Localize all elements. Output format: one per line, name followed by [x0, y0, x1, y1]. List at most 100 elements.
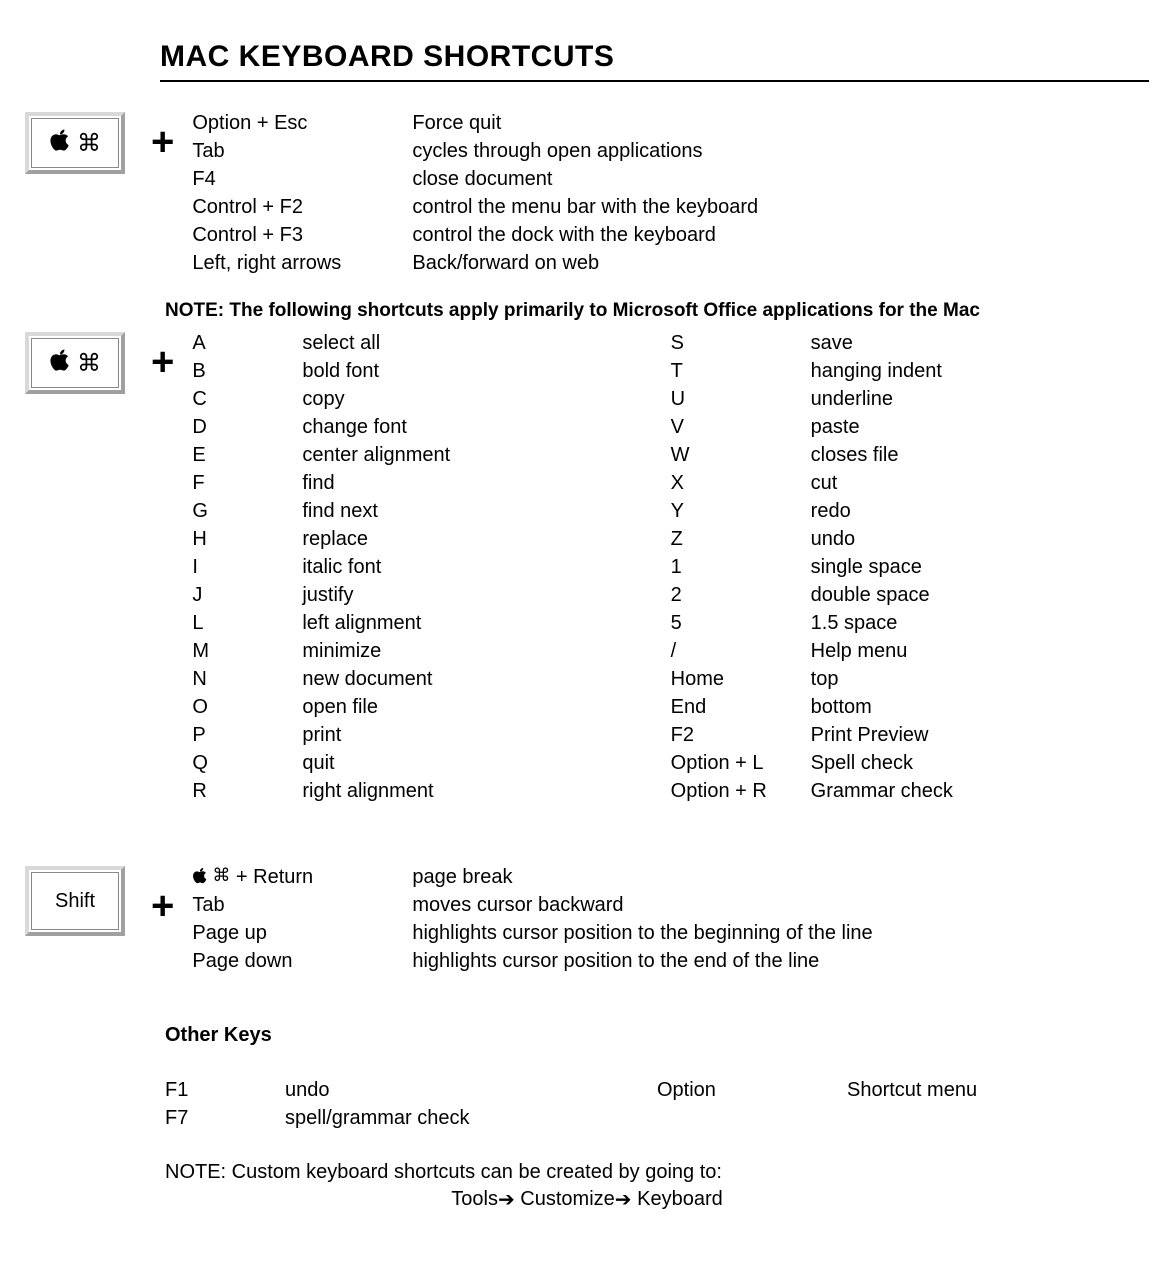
arrow-icon: ➔	[615, 1187, 632, 1214]
shortcut-desc: quit	[302, 750, 670, 776]
shortcut-desc: single space	[811, 554, 1149, 580]
shortcut-desc: minimize	[302, 638, 670, 664]
shortcut-key: Control + F3	[192, 222, 412, 248]
shortcut-key: Page down	[192, 948, 412, 974]
shortcut-key: V	[671, 414, 811, 440]
shortcut-key: J	[192, 582, 302, 608]
apple-icon	[49, 347, 71, 379]
shortcut-key: N	[192, 666, 302, 692]
shortcut-desc: highlights cursor position to the end of…	[412, 948, 1149, 974]
shortcut-key: D	[192, 414, 302, 440]
shortcut-key: 1	[671, 554, 811, 580]
shortcut-key: Home	[671, 666, 811, 692]
shortcut-key: O	[192, 694, 302, 720]
shortcut-key: Left, right arrows	[192, 250, 412, 276]
plus-icon: +	[151, 122, 174, 162]
shortcut-desc: Spell check	[811, 750, 1149, 776]
shortcut-key: Option + L	[671, 750, 811, 776]
shortcut-key: Control + F2	[192, 194, 412, 220]
shortcut-key: F	[192, 470, 302, 496]
shortcut-key: F7	[165, 1105, 285, 1131]
shortcut-key: Option + Esc	[192, 110, 412, 136]
shortcut-key: End	[671, 694, 811, 720]
footnote-path-part: Keyboard	[637, 1188, 723, 1210]
shortcut-desc: cycles through open applications	[412, 138, 1149, 164]
shortcut-desc: highlights cursor position to the beginn…	[412, 920, 1149, 946]
shortcut-desc: closes file	[811, 442, 1149, 468]
shortcut-desc: Print Preview	[811, 722, 1149, 748]
shortcut-desc: undo	[285, 1077, 657, 1103]
shortcut-desc: italic font	[302, 554, 670, 580]
office-note: NOTE: The following shortcuts apply prim…	[165, 300, 1149, 322]
shortcut-desc: redo	[811, 498, 1149, 524]
cmd-icon: ⌘	[77, 349, 101, 378]
shortcut-desc: cut	[811, 470, 1149, 496]
shortcut-key: ⌘ + Return	[192, 864, 412, 890]
shortcut-key: 2	[671, 582, 811, 608]
shortcut-key: H	[192, 526, 302, 552]
shortcut-desc: print	[302, 722, 670, 748]
shortcut-desc: underline	[811, 386, 1149, 412]
shortcut-desc: center alignment	[302, 442, 670, 468]
key-shift: Shift	[25, 866, 125, 936]
shortcut-desc: close document	[412, 166, 1149, 192]
footnote-line2: Tools➔ Customize➔ Keyboard	[25, 1186, 1149, 1213]
shortcut-key: Tab	[192, 892, 412, 918]
section-shift: Shift + ⌘ + Returnpage breakTabmoves cur…	[25, 864, 1149, 974]
shortcut-desc: select all	[302, 330, 670, 356]
shortcut-key: F1	[165, 1077, 285, 1103]
shortcut-key: F4	[192, 166, 412, 192]
apple-cmd-inline-icon: ⌘	[192, 864, 230, 887]
shortcut-key: Q	[192, 750, 302, 776]
plus-icon: +	[151, 342, 174, 382]
shortcut-key: W	[671, 442, 811, 468]
shortcut-desc: Grammar check	[811, 778, 1149, 804]
shortcut-key: 5	[671, 610, 811, 636]
shortcut-key: M	[192, 638, 302, 664]
shortcut-key: /	[671, 638, 811, 664]
shortcut-desc: right alignment	[302, 778, 670, 804]
footnote-line1: NOTE: Custom keyboard shortcuts can be c…	[165, 1159, 1149, 1186]
other-keys-title: Other Keys	[165, 1024, 1149, 1047]
shortcut-desc: moves cursor backward	[412, 892, 1149, 918]
shortcut-desc: spell/grammar check	[285, 1105, 657, 1131]
shortcut-desc: Shortcut menu	[847, 1077, 1149, 1131]
section-apple-cmd-office: ⌘ + Aselect allBbold fontCcopyDchange fo…	[25, 330, 1149, 804]
shortcut-desc: save	[811, 330, 1149, 356]
shortcut-key: A	[192, 330, 302, 356]
plus-icon: +	[151, 886, 174, 926]
shortcut-key: T	[671, 358, 811, 384]
shortcut-desc: control the dock with the keyboard	[412, 222, 1149, 248]
key-apple-cmd: ⌘	[25, 112, 125, 174]
shortcut-key: Option + R	[671, 778, 811, 804]
shortcut-desc: find next	[302, 498, 670, 524]
cmd-icon: ⌘	[77, 129, 101, 158]
shortcut-key: Y	[671, 498, 811, 524]
shortcut-key: Z	[671, 526, 811, 552]
shortcut-key: Page up	[192, 920, 412, 946]
shortcut-desc: hanging indent	[811, 358, 1149, 384]
section-other-keys: F1undoF7spell/grammar check OptionShortc…	[165, 1077, 1149, 1131]
shortcut-desc: left alignment	[302, 610, 670, 636]
shortcut-key: L	[192, 610, 302, 636]
shortcut-desc: Help menu	[811, 638, 1149, 664]
shortcut-key: R	[192, 778, 302, 804]
shortcut-key: P	[192, 722, 302, 748]
shortcut-desc: Back/forward on web	[412, 250, 1149, 276]
key-apple-cmd: ⌘	[25, 332, 125, 394]
shortcut-desc: bold font	[302, 358, 670, 384]
section-apple-cmd-system: ⌘ + Option + EscForce quitTabcycles thro…	[25, 110, 1149, 276]
shortcut-desc: bottom	[811, 694, 1149, 720]
shortcut-desc: paste	[811, 414, 1149, 440]
shortcut-desc: 1.5 space	[811, 610, 1149, 636]
shortcut-desc: control the menu bar with the keyboard	[412, 194, 1149, 220]
shortcut-desc: double space	[811, 582, 1149, 608]
shortcut-desc: justify	[302, 582, 670, 608]
shortcut-key: Tab	[192, 138, 412, 164]
shortcut-key: G	[192, 498, 302, 524]
shortcut-desc: top	[811, 666, 1149, 692]
shortcut-desc: page break	[412, 864, 1149, 890]
footnote-path-part: Tools	[451, 1188, 498, 1210]
shortcut-key: E	[192, 442, 302, 468]
shortcut-desc: replace	[302, 526, 670, 552]
